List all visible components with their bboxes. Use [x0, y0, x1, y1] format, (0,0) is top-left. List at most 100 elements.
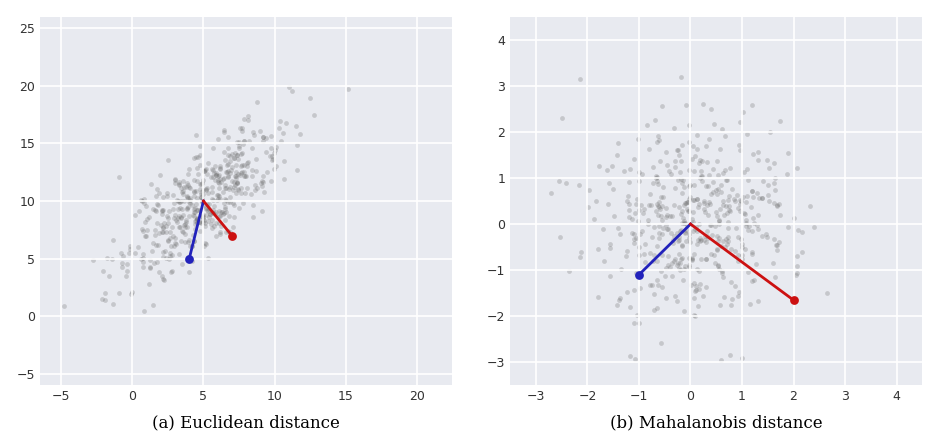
- Point: [676, 183, 691, 190]
- Point: [211, 207, 226, 214]
- Point: [266, 155, 281, 163]
- Point: [175, 260, 190, 267]
- Point: [235, 124, 250, 131]
- Point: [232, 171, 247, 178]
- Point: [213, 222, 228, 229]
- Point: [673, 175, 688, 182]
- Point: [659, 294, 674, 301]
- Point: [670, 147, 685, 154]
- Point: [177, 197, 192, 204]
- Point: [667, 257, 682, 264]
- Point: [199, 171, 214, 178]
- Point: [203, 173, 218, 181]
- Point: [131, 243, 146, 250]
- Point: [147, 207, 162, 214]
- Point: [223, 153, 238, 160]
- Point: [721, 224, 736, 231]
- Point: [619, 252, 634, 259]
- Point: [640, 220, 655, 228]
- Point: [227, 181, 242, 189]
- Point: [709, 233, 724, 240]
- Point: [592, 162, 607, 169]
- Point: [739, 216, 754, 223]
- Point: [671, 237, 686, 244]
- Point: [167, 179, 182, 186]
- Point: [704, 232, 719, 239]
- Point: [200, 204, 215, 211]
- Point: [713, 146, 728, 153]
- Point: [196, 198, 211, 205]
- Point: [762, 197, 777, 204]
- Point: [227, 202, 242, 209]
- Point: [652, 222, 667, 229]
- Point: [605, 162, 620, 169]
- Point: [182, 194, 197, 202]
- Point: [719, 241, 734, 248]
- Point: [734, 251, 749, 258]
- Point: [144, 181, 159, 188]
- Point: [667, 201, 682, 208]
- Point: [190, 153, 205, 160]
- Point: [695, 177, 710, 185]
- Point: [686, 197, 701, 204]
- Point: [700, 182, 715, 189]
- Point: [696, 199, 711, 206]
- Point: [736, 193, 751, 200]
- Point: [240, 162, 255, 169]
- Point: [729, 191, 744, 198]
- Point: [217, 216, 232, 223]
- Point: [772, 118, 787, 125]
- Point: [553, 234, 568, 241]
- Point: [724, 295, 739, 302]
- Point: [746, 194, 761, 201]
- Point: [652, 136, 667, 143]
- Point: [692, 200, 707, 207]
- Point: [180, 171, 195, 178]
- Point: [745, 228, 760, 235]
- Point: [623, 304, 638, 311]
- Point: [228, 149, 243, 156]
- Point: [238, 190, 253, 197]
- Point: [212, 228, 227, 236]
- Point: [581, 186, 596, 193]
- Point: [192, 219, 207, 226]
- Point: [700, 227, 715, 234]
- Point: [230, 186, 245, 193]
- Point: [268, 147, 283, 154]
- Point: [162, 235, 177, 242]
- Point: [176, 190, 191, 198]
- Point: [213, 178, 228, 185]
- Point: [685, 227, 700, 234]
- Point: [654, 103, 670, 110]
- Point: [222, 212, 237, 219]
- Point: [173, 205, 188, 212]
- Point: [741, 177, 756, 184]
- Point: [649, 305, 664, 312]
- Point: [633, 284, 648, 291]
- Point: [289, 167, 304, 174]
- Point: [240, 158, 255, 165]
- Point: [730, 258, 745, 265]
- Point: [236, 140, 251, 147]
- Point: [762, 164, 777, 172]
- Point: [728, 283, 743, 290]
- Point: [703, 222, 718, 229]
- Point: [682, 183, 697, 190]
- Point: [178, 216, 193, 224]
- Point: [220, 173, 235, 181]
- Point: [682, 234, 697, 241]
- Point: [245, 128, 260, 135]
- Point: [245, 202, 260, 209]
- Point: [171, 250, 186, 257]
- Point: [766, 160, 781, 167]
- Point: [188, 217, 203, 224]
- Point: [139, 215, 154, 223]
- Point: [630, 135, 645, 142]
- Point: [687, 288, 702, 295]
- Point: [626, 287, 641, 294]
- Point: [691, 220, 706, 228]
- Point: [177, 224, 192, 231]
- Point: [654, 212, 669, 219]
- Point: [185, 202, 200, 209]
- Point: [770, 241, 785, 249]
